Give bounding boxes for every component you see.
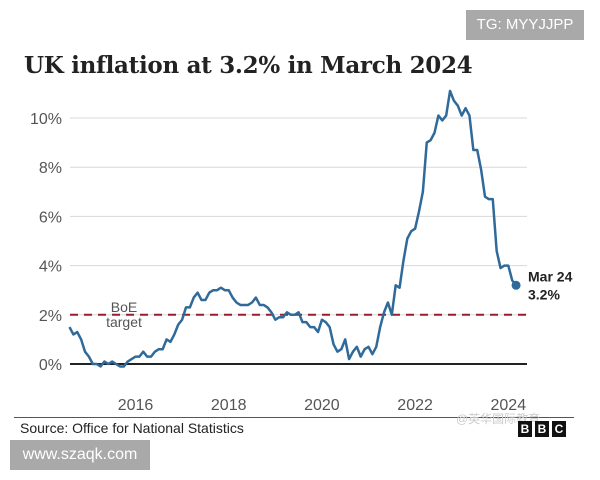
y-tick-label: 2% <box>39 308 62 325</box>
y-tick-label: 8% <box>39 160 62 177</box>
x-tick-label: 2018 <box>211 397 247 414</box>
bbc-logo-letter: B <box>518 421 532 437</box>
bbc-logo-letter: C <box>552 421 566 437</box>
watermark-top: TG: MYYJJPP <box>466 10 584 40</box>
watermark-bottom: www.szaqk.com <box>10 440 150 470</box>
y-tick-label: 10% <box>30 111 62 128</box>
y-tick-label: 0% <box>39 357 62 374</box>
y-tick-label: 6% <box>39 209 62 226</box>
end-label-date: Mar 24 <box>528 268 573 284</box>
target-label: target <box>106 314 142 330</box>
end-point-marker <box>511 280 521 290</box>
inflation-line <box>68 89 518 368</box>
x-tick-label: 2016 <box>118 397 154 414</box>
end-label-value: 3.2% <box>528 286 560 302</box>
x-tick-label: 2020 <box>304 397 340 414</box>
y-tick-label: 4% <box>39 259 62 276</box>
x-tick-label: 2022 <box>397 397 433 414</box>
footer-divider <box>14 417 574 418</box>
source-note: Source: Office for National Statistics <box>20 420 244 436</box>
target-label: BoE <box>111 299 137 315</box>
chart-title: UK inflation at 3.2% in March 2024 <box>24 52 473 79</box>
x-tick-label: 2024 <box>491 397 527 414</box>
bbc-logo-letter: B <box>535 421 549 437</box>
bbc-logo: B B C <box>518 421 566 437</box>
